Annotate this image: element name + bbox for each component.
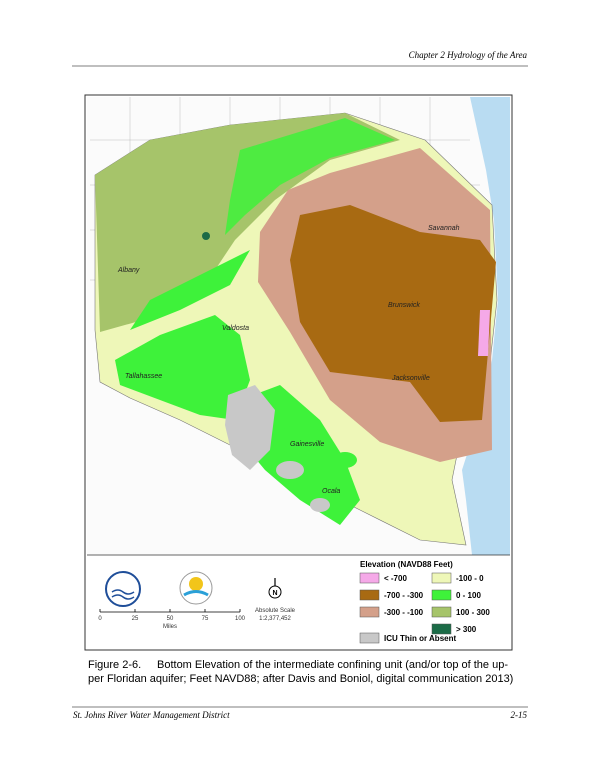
legend-label: -700 - -300: [384, 591, 424, 600]
scale-text: Absolute Scale: [255, 608, 296, 614]
logos: [105, 571, 282, 607]
legend-swatch: [431, 623, 452, 635]
legend-swatch: [431, 606, 452, 618]
caption-label: Figure 2-6.: [88, 659, 141, 671]
legend-swatch: [359, 632, 380, 644]
scale-text: 1:2,377,452: [259, 616, 291, 622]
legend-swatch: [431, 589, 452, 601]
legend-swatch: [431, 572, 452, 584]
legend-label: 100 - 300: [456, 608, 490, 617]
legend-label: ICU Thin or Absent: [384, 634, 456, 643]
city-label: Brunswick: [388, 302, 420, 309]
scale-label: 25: [132, 616, 139, 622]
city-label: Albany: [117, 267, 140, 274]
city-label: Jacksonville: [391, 375, 430, 382]
city-label: Ocala: [322, 488, 340, 495]
legend-title: Elevation (NAVD88 Feet): [360, 560, 453, 569]
legend-label: -300 - -100: [384, 608, 424, 617]
legend-label: -100 - 0: [456, 574, 484, 583]
city-label: Gainesville: [290, 441, 324, 448]
legend-label: 0 - 100: [456, 591, 481, 600]
footer-right: 2-15: [511, 710, 528, 720]
scale-label: 100: [235, 616, 246, 622]
city-label: Valdosta: [222, 325, 249, 332]
footer-left: St. Johns River Water Management Distric…: [73, 710, 230, 720]
legend-swatch: [359, 572, 380, 584]
caption-text: per Floridan aquifer; Feet NAVD88; after…: [88, 673, 513, 685]
header-title: Chapter 2 Hydrology of the Area: [409, 50, 528, 60]
legend-label: > 300: [456, 625, 477, 634]
caption-text: Bottom Elevation of the intermediate con…: [157, 659, 508, 671]
scale-label: 50: [167, 616, 174, 622]
legend-swatch: [359, 606, 380, 618]
scale-unit: Miles: [163, 624, 177, 630]
legend-label: < -700: [384, 574, 407, 583]
city-label: Tallahassee: [125, 373, 162, 380]
legend-swatch: [359, 589, 380, 601]
scale-label: 75: [202, 616, 209, 622]
city-label: Savannah: [428, 225, 460, 232]
north-label: N: [272, 590, 277, 597]
scale-label: 0: [98, 616, 102, 622]
map-figure: [84, 94, 513, 651]
